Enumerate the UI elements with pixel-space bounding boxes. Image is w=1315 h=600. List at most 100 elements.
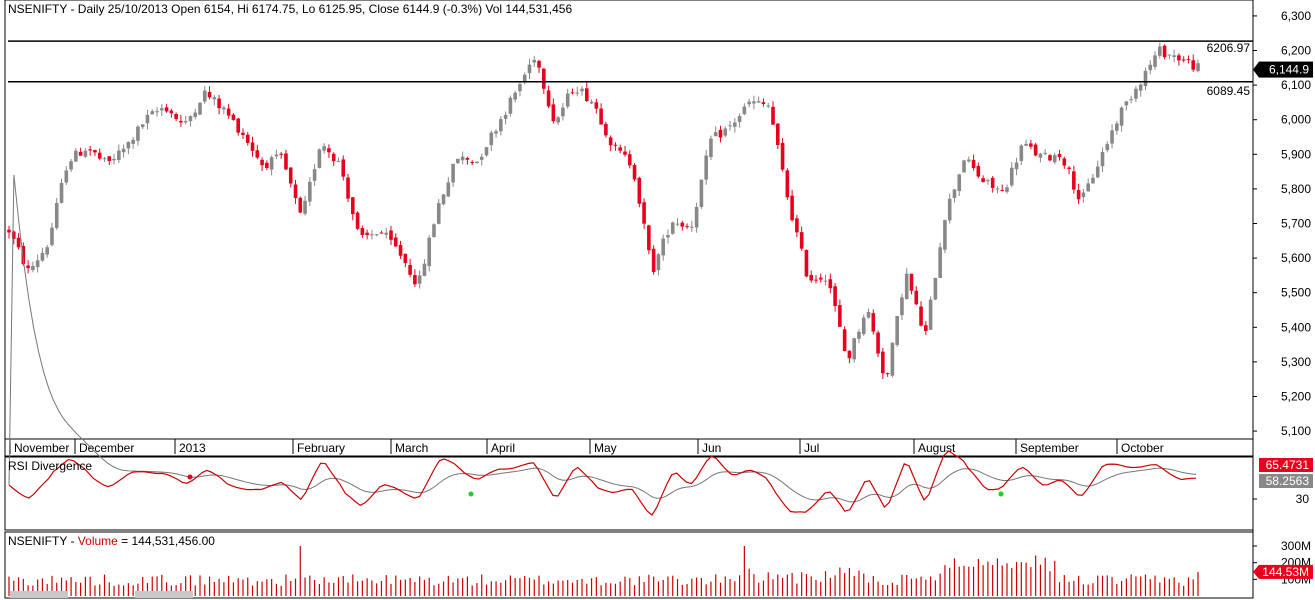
candle-body [360, 228, 365, 236]
rsi-divergence-marker [998, 491, 1004, 497]
candle-body [317, 149, 322, 168]
candle-body [112, 158, 116, 161]
candle-body [790, 195, 794, 221]
candle-body [575, 92, 580, 94]
candle-body [222, 107, 226, 110]
candle-body [723, 128, 728, 136]
candle-body [470, 162, 474, 164]
volume-title-prefix: NSENIFTY - [8, 534, 78, 548]
candle-body [885, 373, 890, 375]
candle-body [709, 138, 713, 158]
candle-body [150, 111, 155, 115]
candle-body [336, 160, 341, 162]
candle-body [88, 149, 92, 151]
candle-body [236, 118, 241, 133]
candle-body [971, 159, 976, 169]
candle-body [752, 101, 756, 104]
candle-body [1177, 55, 1181, 61]
candle-body [642, 202, 646, 224]
candle-body [957, 174, 962, 192]
candle-body [900, 297, 904, 316]
candle-body [675, 223, 680, 225]
volume-title-series: Volume [77, 534, 118, 548]
candle-body [126, 141, 131, 149]
candle-body [823, 280, 828, 282]
candle-body [427, 237, 432, 267]
candle-body [570, 92, 575, 94]
price-tick-label: 5,600 [1281, 251, 1311, 265]
last-price-tag-arrow [1253, 61, 1259, 78]
candle-body [341, 159, 346, 177]
candle-body [83, 150, 88, 157]
candle-body [1091, 177, 1095, 184]
candle-body [914, 290, 919, 305]
candle-body [699, 179, 704, 207]
candle-body [403, 253, 408, 264]
time-tick-label: Jun [702, 441, 721, 455]
rsi-tick-label: 30 [1296, 492, 1310, 506]
candle-body [370, 234, 374, 236]
candle-body [852, 338, 856, 360]
candle-body [522, 74, 527, 82]
candle-body [346, 177, 350, 199]
candle-body [1162, 45, 1167, 58]
candle-body [814, 279, 818, 281]
candle-body [145, 114, 150, 124]
candle-body [876, 332, 880, 354]
candle-body [164, 107, 169, 112]
candle-body [121, 148, 126, 153]
time-tick-label: May [594, 441, 617, 455]
rsi-divergence-marker [187, 474, 193, 480]
candle-body [1153, 55, 1157, 67]
chart-title: NSENIFTY - Daily 25/10/2013 Open 6154, H… [8, 2, 573, 16]
candle-body [64, 170, 69, 183]
candle-body [733, 122, 737, 127]
candle-body [389, 230, 393, 240]
candle-body [704, 155, 708, 180]
candle-body [274, 154, 279, 157]
candle-body [775, 123, 780, 146]
candle-body [919, 306, 923, 326]
candle-body [432, 224, 436, 238]
candle-body [1067, 167, 1071, 170]
candle-body [1148, 64, 1153, 71]
rsi-title: RSI Divergence [8, 459, 93, 473]
candle-body [1019, 145, 1024, 161]
candle-body [828, 279, 833, 289]
candle-body [78, 151, 83, 156]
candle-body [809, 275, 814, 281]
price-tick-label: 5,900 [1281, 147, 1311, 161]
candle-body [279, 153, 283, 155]
price-tick-label: 6,100 [1281, 78, 1311, 92]
candle-body [284, 153, 288, 170]
candle-body [1191, 60, 1196, 70]
candle-body [1076, 189, 1081, 200]
candle-body [188, 116, 193, 122]
candle-body [632, 165, 637, 180]
volume-last-tag [1259, 564, 1313, 579]
candle-body [670, 222, 675, 234]
candle-body [1024, 143, 1028, 146]
candle-body [451, 163, 455, 183]
candle-body [1105, 144, 1110, 151]
candle-body [207, 91, 212, 98]
candle-body [1043, 152, 1047, 154]
candle-body [818, 277, 823, 280]
candle-body [241, 132, 245, 136]
candle-body [537, 60, 541, 68]
candle-body [365, 232, 369, 236]
rsi-line [8, 450, 1197, 517]
candle-body [799, 232, 804, 249]
candle-body [904, 273, 909, 299]
candle-body [269, 157, 274, 170]
candle-body [680, 222, 685, 227]
candle-body [1110, 130, 1114, 144]
candle-body [1138, 84, 1143, 91]
candle-body [623, 151, 627, 155]
candle-body [293, 184, 298, 198]
candle-body [499, 119, 503, 132]
time-tick-label: March [395, 441, 428, 455]
candle-body [489, 132, 494, 146]
